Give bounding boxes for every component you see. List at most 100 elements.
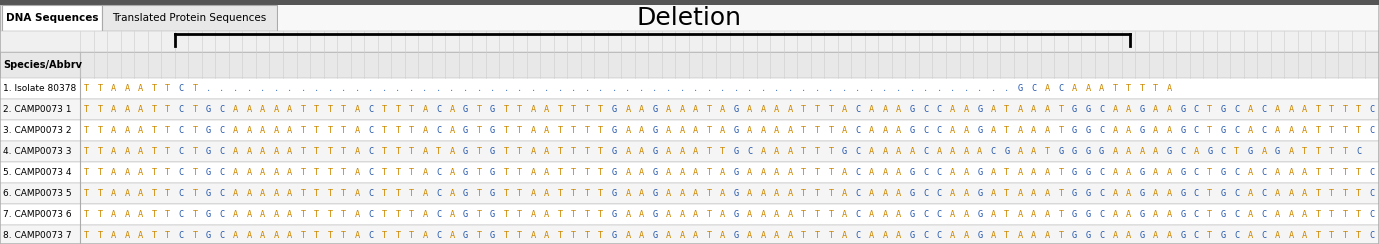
Text: G: G: [1085, 189, 1091, 198]
Text: T: T: [517, 126, 523, 135]
Text: A: A: [531, 189, 536, 198]
Text: A: A: [124, 231, 130, 240]
Text: A: A: [843, 189, 847, 198]
Text: T: T: [84, 210, 90, 219]
Text: A: A: [1167, 189, 1172, 198]
Text: .: .: [314, 84, 320, 93]
Text: T: T: [341, 189, 346, 198]
Text: T: T: [477, 147, 481, 156]
Text: .: .: [680, 84, 685, 93]
Text: T: T: [396, 105, 401, 114]
Text: A: A: [626, 231, 630, 240]
Text: G: G: [1220, 126, 1226, 135]
Text: T: T: [301, 147, 306, 156]
Text: A: A: [247, 189, 252, 198]
Text: A: A: [112, 84, 116, 93]
Text: A: A: [354, 105, 360, 114]
Text: T: T: [1356, 105, 1361, 114]
Text: .: .: [787, 84, 793, 93]
Text: C: C: [436, 231, 441, 240]
Text: G: G: [205, 126, 211, 135]
Text: .: .: [477, 84, 481, 93]
Text: T: T: [1316, 231, 1321, 240]
Text: C: C: [855, 231, 860, 240]
Text: A: A: [990, 105, 996, 114]
Text: T: T: [1316, 105, 1321, 114]
Text: A: A: [1045, 231, 1051, 240]
Text: T: T: [193, 189, 197, 198]
Text: .: .: [450, 84, 455, 93]
Text: C: C: [855, 210, 860, 219]
Bar: [0, 78, 1379, 99]
Text: T: T: [1302, 147, 1307, 156]
Text: A: A: [774, 168, 779, 177]
Text: T: T: [801, 147, 807, 156]
Text: A: A: [261, 105, 265, 114]
Text: A: A: [747, 231, 753, 240]
Text: C: C: [1356, 147, 1361, 156]
Text: A: A: [666, 126, 672, 135]
Text: A: A: [354, 189, 360, 198]
Text: A: A: [1262, 147, 1266, 156]
Text: T: T: [1343, 210, 1347, 219]
Text: T: T: [503, 147, 509, 156]
Text: A: A: [638, 105, 644, 114]
Text: T: T: [410, 126, 414, 135]
Text: A: A: [869, 189, 874, 198]
Text: A: A: [638, 189, 644, 198]
Text: A: A: [1153, 210, 1158, 219]
Text: A: A: [666, 147, 672, 156]
Text: T: T: [98, 231, 103, 240]
Text: A: A: [273, 210, 279, 219]
Text: .: .: [829, 84, 834, 93]
Text: A: A: [626, 210, 630, 219]
Text: A: A: [1018, 189, 1023, 198]
Text: T: T: [328, 126, 332, 135]
Text: G: G: [205, 168, 211, 177]
Text: T: T: [585, 189, 590, 198]
Text: A: A: [273, 126, 279, 135]
Text: .: .: [368, 84, 374, 93]
Text: C: C: [219, 168, 225, 177]
Text: .: .: [205, 84, 211, 93]
Text: C: C: [219, 126, 225, 135]
Text: G: G: [1004, 147, 1009, 156]
Text: T: T: [1343, 168, 1347, 177]
Text: T: T: [829, 210, 834, 219]
Text: G: G: [1180, 105, 1186, 114]
Text: T: T: [801, 105, 807, 114]
Text: G: G: [1018, 84, 1023, 93]
Text: T: T: [1207, 168, 1212, 177]
Text: .: .: [585, 84, 590, 93]
Text: T: T: [165, 168, 171, 177]
Text: A: A: [1071, 84, 1077, 93]
Text: 6. CAMP0073 5: 6. CAMP0073 5: [3, 189, 72, 198]
Text: A: A: [896, 105, 902, 114]
Text: T: T: [829, 126, 834, 135]
Text: T: T: [598, 189, 604, 198]
Text: C: C: [855, 105, 860, 114]
Bar: [279, 5, 1379, 31]
Text: A: A: [247, 231, 252, 240]
Text: T: T: [84, 84, 90, 93]
Text: .: .: [261, 84, 265, 93]
Text: A: A: [247, 126, 252, 135]
Text: G: G: [652, 210, 658, 219]
Text: .: .: [422, 84, 427, 93]
Text: T: T: [165, 189, 171, 198]
Text: C: C: [219, 147, 225, 156]
Text: G: G: [1207, 147, 1212, 156]
Text: A: A: [680, 210, 685, 219]
Text: T: T: [706, 168, 712, 177]
Text: G: G: [1139, 210, 1145, 219]
Text: A: A: [869, 126, 874, 135]
Text: G: G: [1071, 210, 1077, 219]
Text: A: A: [990, 231, 996, 240]
Bar: [0, 141, 1379, 162]
Text: C: C: [855, 189, 860, 198]
Text: A: A: [1127, 126, 1131, 135]
Text: T: T: [193, 210, 197, 219]
Text: A: A: [964, 126, 969, 135]
Text: T: T: [815, 147, 821, 156]
Text: T: T: [598, 168, 604, 177]
